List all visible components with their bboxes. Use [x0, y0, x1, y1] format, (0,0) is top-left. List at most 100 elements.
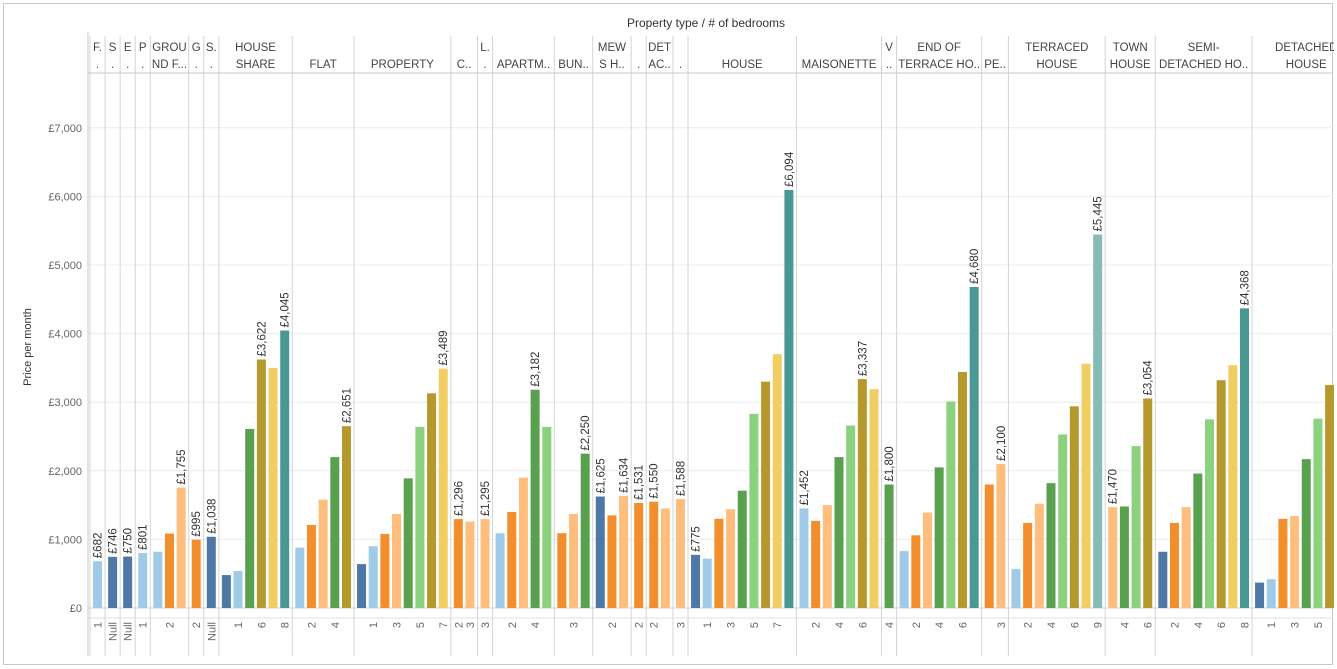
bar [675, 499, 685, 608]
group-header-label: HOUSE [1286, 59, 1327, 71]
bar-value-label: £4,680 [969, 249, 981, 284]
x-tick-label: 2 [453, 622, 465, 628]
bar [772, 354, 782, 608]
group-header-label: . [637, 59, 640, 71]
group-header-label: . [483, 59, 486, 71]
bar [1081, 363, 1091, 608]
x-tick-label: 2 [634, 622, 646, 628]
bar [1023, 522, 1033, 608]
bar [569, 514, 579, 608]
group-header-label: C.. [457, 59, 472, 71]
plot-area: £682 1 £746 Null £750 Null £801 1 2 £1,755 £995 2 £1… [93, 151, 1334, 641]
bar [1069, 406, 1079, 608]
bar-value-label: £2,651 [341, 388, 353, 423]
bar [649, 501, 659, 608]
x-tick-label: 6 [256, 622, 268, 628]
bar [341, 426, 351, 608]
group-header-label: HOUSE [722, 59, 763, 71]
x-tick-label: 3 [726, 622, 738, 628]
group-header-label: S H.. [599, 59, 625, 71]
bar [957, 372, 967, 608]
x-tick-label: 1 [368, 622, 380, 628]
bar [1058, 434, 1068, 608]
group-header-label: P [139, 42, 147, 54]
x-tick-label: Null [206, 622, 218, 641]
group-header-label: F. [93, 42, 102, 54]
group-header-label: SEMI- [1188, 42, 1220, 54]
bar-value-label: £1,531 [634, 465, 646, 500]
group-header-label: DETACHED HO.. [1159, 59, 1248, 71]
x-tick-label: 7 [438, 622, 450, 628]
x-tick-label: 3 [675, 622, 687, 628]
bar-value-label: £750 [123, 528, 135, 554]
group-header-label: GROU [152, 42, 187, 54]
bar [619, 495, 629, 608]
bar [799, 508, 809, 608]
bar-chart: Property type / # of bedrooms Price per … [22, 16, 1334, 656]
x-tick-label: 4 [934, 622, 946, 628]
bar [557, 533, 567, 608]
x-tick-label: 3 [392, 622, 404, 628]
bar [330, 457, 340, 608]
bar [357, 564, 367, 608]
bar-value-label: £1,550 [649, 463, 661, 498]
x-tick-label: 9 [1093, 622, 1105, 628]
bar [1255, 582, 1265, 608]
bar [368, 546, 378, 608]
x-tick-label: 3 [1290, 622, 1302, 628]
group-header-label: TERRACED [1025, 42, 1088, 54]
bar [934, 467, 944, 608]
x-tick-label: 2 [607, 622, 619, 628]
group-header-label: E [124, 42, 132, 54]
bar [392, 514, 402, 608]
group-header-label: END OF [917, 42, 960, 54]
group-header-label: HOUSE [1036, 59, 1077, 71]
bar [123, 556, 133, 608]
gridlines [88, 36, 1333, 656]
bar-value-label: £1,295 [480, 481, 492, 516]
bar [480, 519, 490, 608]
bar [427, 393, 437, 608]
bar [834, 457, 844, 608]
bar [164, 533, 174, 608]
bar [295, 547, 305, 608]
bar-value-label: £5,445 [1093, 196, 1105, 231]
bar [1301, 459, 1311, 608]
bar [846, 425, 856, 608]
bar [1266, 579, 1276, 608]
x-tick-label: 6 [1216, 622, 1228, 628]
bar [306, 524, 316, 608]
x-tick-label: 2 [507, 622, 519, 628]
group-header-label: DETACHED [1275, 42, 1334, 54]
bar [922, 512, 932, 608]
bar [1204, 419, 1214, 608]
bar-value-label: £1,800 [884, 446, 896, 481]
x-tick-label: 4 [330, 622, 342, 628]
bar [946, 401, 956, 608]
group-header-label: FLAT [309, 59, 336, 71]
x-tick-label: 2 [1023, 622, 1035, 628]
bar [884, 484, 894, 608]
bar-value-label: £775 [691, 526, 703, 552]
bar [634, 502, 644, 608]
bar [996, 463, 1006, 608]
x-tick-label: 5 [415, 622, 427, 628]
group-header-label: . [195, 59, 198, 71]
x-tick-label: 6 [1143, 622, 1155, 628]
bar [749, 413, 759, 608]
x-tick-label: 1 [138, 622, 150, 628]
x-tick-label: 3 [480, 622, 492, 628]
bar [1325, 385, 1334, 608]
bar [784, 189, 794, 608]
bar [403, 478, 413, 608]
x-tick-label: 2 [306, 622, 318, 628]
bar [726, 509, 736, 608]
x-tick-label: 4 [884, 622, 896, 628]
bar [607, 515, 617, 608]
chart-title: Property type / # of bedrooms [627, 16, 785, 30]
bar [1290, 516, 1300, 608]
bar [1093, 234, 1103, 608]
bar [191, 539, 201, 608]
group-header-label: TERRACE HO.. [898, 59, 980, 71]
group-header-label: ND F... [152, 59, 187, 71]
